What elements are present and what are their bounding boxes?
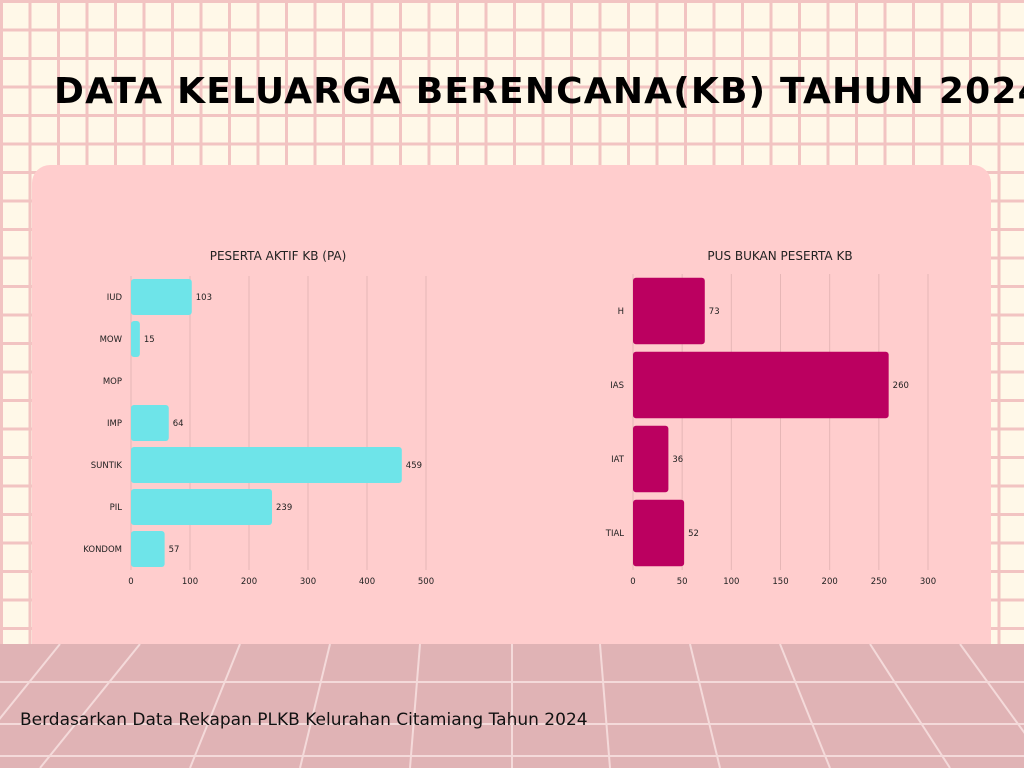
category-label: IMP [107, 419, 122, 429]
data-label: 15 [144, 335, 155, 345]
bar-suntik [131, 446, 402, 484]
data-label: 459 [406, 461, 422, 471]
x-tick-label: 400 [359, 577, 375, 587]
page-title: DATA KELUARGA BERENCANA(KB) TAHUN 2024 [54, 71, 1024, 112]
bar-kondom [131, 530, 165, 568]
data-label: 73 [709, 307, 720, 317]
tiled-floor [0, 644, 1024, 768]
category-label: SUNTIK [91, 461, 123, 471]
x-tick-label: 200 [241, 577, 257, 587]
data-label: 260 [893, 381, 909, 391]
category-label: MOW [100, 335, 123, 345]
bar-imp [131, 404, 169, 442]
x-tick-label: 100 [723, 577, 739, 587]
x-tick-label: 200 [822, 577, 838, 587]
source-note: Berdasarkan Data Rekapan PLKB Kelurahan … [20, 710, 588, 730]
x-tick-label: 0 [630, 577, 635, 587]
floor-tile-lines [0, 644, 1024, 768]
data-label: 36 [672, 455, 683, 465]
category-label: PIL [110, 503, 123, 513]
bar-pil [131, 488, 273, 526]
bar-iat [633, 425, 669, 493]
bar-h [633, 277, 705, 345]
x-tick-label: 250 [871, 577, 887, 587]
data-label: 103 [196, 293, 212, 303]
category-label: TIAL [605, 529, 625, 539]
data-label: 52 [688, 529, 699, 539]
bar-ias [633, 351, 889, 419]
x-tick-label: 100 [182, 577, 198, 587]
x-tick-label: 150 [772, 577, 788, 587]
category-label: MOP [103, 377, 122, 387]
x-tick-label: 300 [920, 577, 936, 587]
category-label: IAS [610, 381, 624, 391]
bar-tial [633, 499, 685, 567]
data-label: 239 [276, 503, 292, 513]
data-label: 57 [169, 545, 180, 555]
x-tick-label: 50 [677, 577, 688, 587]
data-label: 64 [173, 419, 184, 429]
category-label: IAT [611, 455, 625, 465]
x-tick-label: 0 [128, 577, 133, 587]
category-label: IUD [107, 293, 123, 303]
x-tick-label: 500 [418, 577, 434, 587]
chart-title: PUS BUKAN PESERTA KB [707, 249, 852, 263]
x-tick-label: 300 [300, 577, 316, 587]
category-label: KONDOM [83, 545, 122, 555]
bar-iud [131, 278, 192, 316]
bar-mow [131, 320, 140, 358]
category-label: H [618, 307, 624, 317]
chart-title: PESERTA AKTIF KB (PA) [210, 249, 347, 263]
